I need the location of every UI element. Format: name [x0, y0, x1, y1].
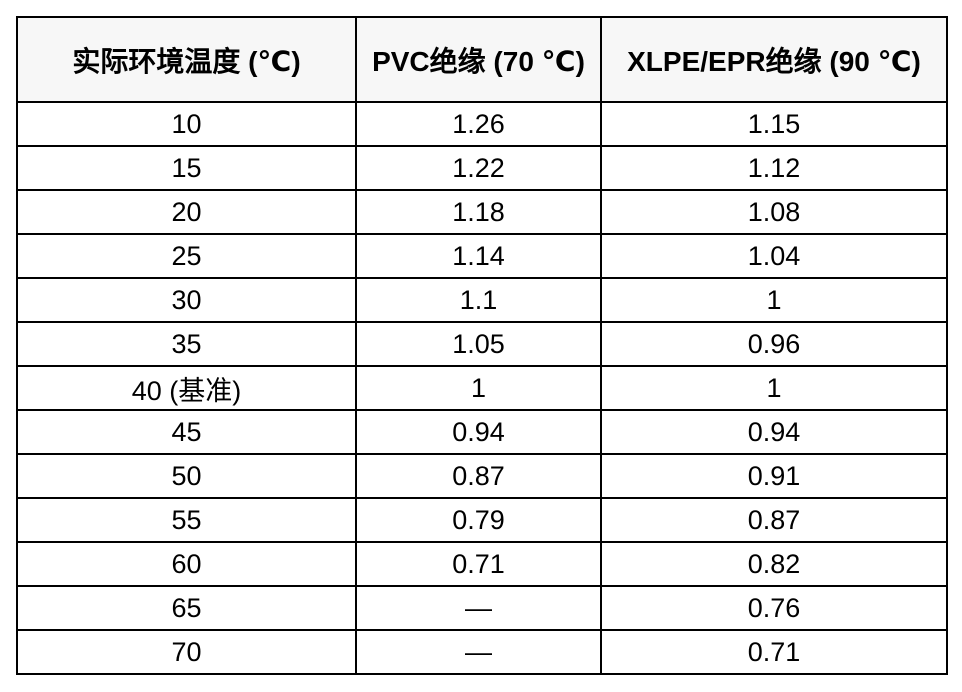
temperature-cell: 65: [16, 585, 357, 631]
xlpe-factor-cell: 0.94: [600, 409, 948, 455]
table-row: 30 1.1 1: [16, 277, 948, 323]
xlpe-factor-cell: 0.76: [600, 585, 948, 631]
xlpe-factor-cell: 1.04: [600, 233, 948, 279]
table-row: 45 0.94 0.94: [16, 409, 948, 455]
table-row: 10 1.26 1.15: [16, 101, 948, 147]
xlpe-factor-cell: 0.96: [600, 321, 948, 367]
pvc-factor-cell: 1.22: [355, 145, 602, 191]
pvc-factor-cell: 1.1: [355, 277, 602, 323]
xlpe-factor-cell: 1.15: [600, 101, 948, 147]
pvc-factor-cell: 0.79: [355, 497, 602, 543]
column-header-ambient-temperature: 实际环境温度 (℃): [16, 16, 357, 103]
xlpe-factor-cell: 1: [600, 277, 948, 323]
xlpe-factor-cell: 0.71: [600, 629, 948, 675]
pvc-factor-cell: 0.87: [355, 453, 602, 499]
xlpe-factor-cell: 1.12: [600, 145, 948, 191]
xlpe-factor-cell: 1: [600, 365, 948, 411]
header-row: 实际环境温度 (℃) PVC绝缘 (70 ℃) XLPE/EPR绝缘 (90 ℃…: [16, 16, 948, 103]
xlpe-factor-cell: 0.91: [600, 453, 948, 499]
temperature-cell: 40 (基准): [16, 365, 357, 411]
temperature-cell: 35: [16, 321, 357, 367]
xlpe-factor-cell: 0.87: [600, 497, 948, 543]
table-row: 35 1.05 0.96: [16, 321, 948, 367]
table-row: 20 1.18 1.08: [16, 189, 948, 235]
table-row: 25 1.14 1.04: [16, 233, 948, 279]
temperature-cell: 45: [16, 409, 357, 455]
table-row: 55 0.79 0.87: [16, 497, 948, 543]
temperature-cell: 70: [16, 629, 357, 675]
pvc-factor-cell: 1.26: [355, 101, 602, 147]
table-row: 50 0.87 0.91: [16, 453, 948, 499]
pvc-factor-cell: 1.05: [355, 321, 602, 367]
table-row: 40 (基准) 1 1: [16, 365, 948, 411]
pvc-factor-cell: —: [355, 585, 602, 631]
table-row: 65 — 0.76: [16, 585, 948, 631]
pvc-factor-cell: 0.94: [355, 409, 602, 455]
table-row: 15 1.22 1.12: [16, 145, 948, 191]
temperature-cell: 25: [16, 233, 357, 279]
temperature-cell: 55: [16, 497, 357, 543]
table-row: 70 — 0.71: [16, 629, 948, 675]
temperature-cell: 60: [16, 541, 357, 587]
table-row: 60 0.71 0.82: [16, 541, 948, 587]
pvc-factor-cell: 1: [355, 365, 602, 411]
temperature-correction-table: 实际环境温度 (℃) PVC绝缘 (70 ℃) XLPE/EPR绝缘 (90 ℃…: [16, 16, 948, 675]
temperature-cell: 15: [16, 145, 357, 191]
temperature-cell: 30: [16, 277, 357, 323]
pvc-factor-cell: 1.14: [355, 233, 602, 279]
temperature-cell: 50: [16, 453, 357, 499]
temperature-cell: 10: [16, 101, 357, 147]
column-header-xlpe-epr-insulation: XLPE/EPR绝缘 (90 ℃): [600, 16, 948, 103]
temperature-cell: 20: [16, 189, 357, 235]
xlpe-factor-cell: 1.08: [600, 189, 948, 235]
xlpe-factor-cell: 0.82: [600, 541, 948, 587]
pvc-factor-cell: 1.18: [355, 189, 602, 235]
pvc-factor-cell: —: [355, 629, 602, 675]
column-header-pvc-insulation: PVC绝缘 (70 ℃): [355, 16, 602, 103]
pvc-factor-cell: 0.71: [355, 541, 602, 587]
